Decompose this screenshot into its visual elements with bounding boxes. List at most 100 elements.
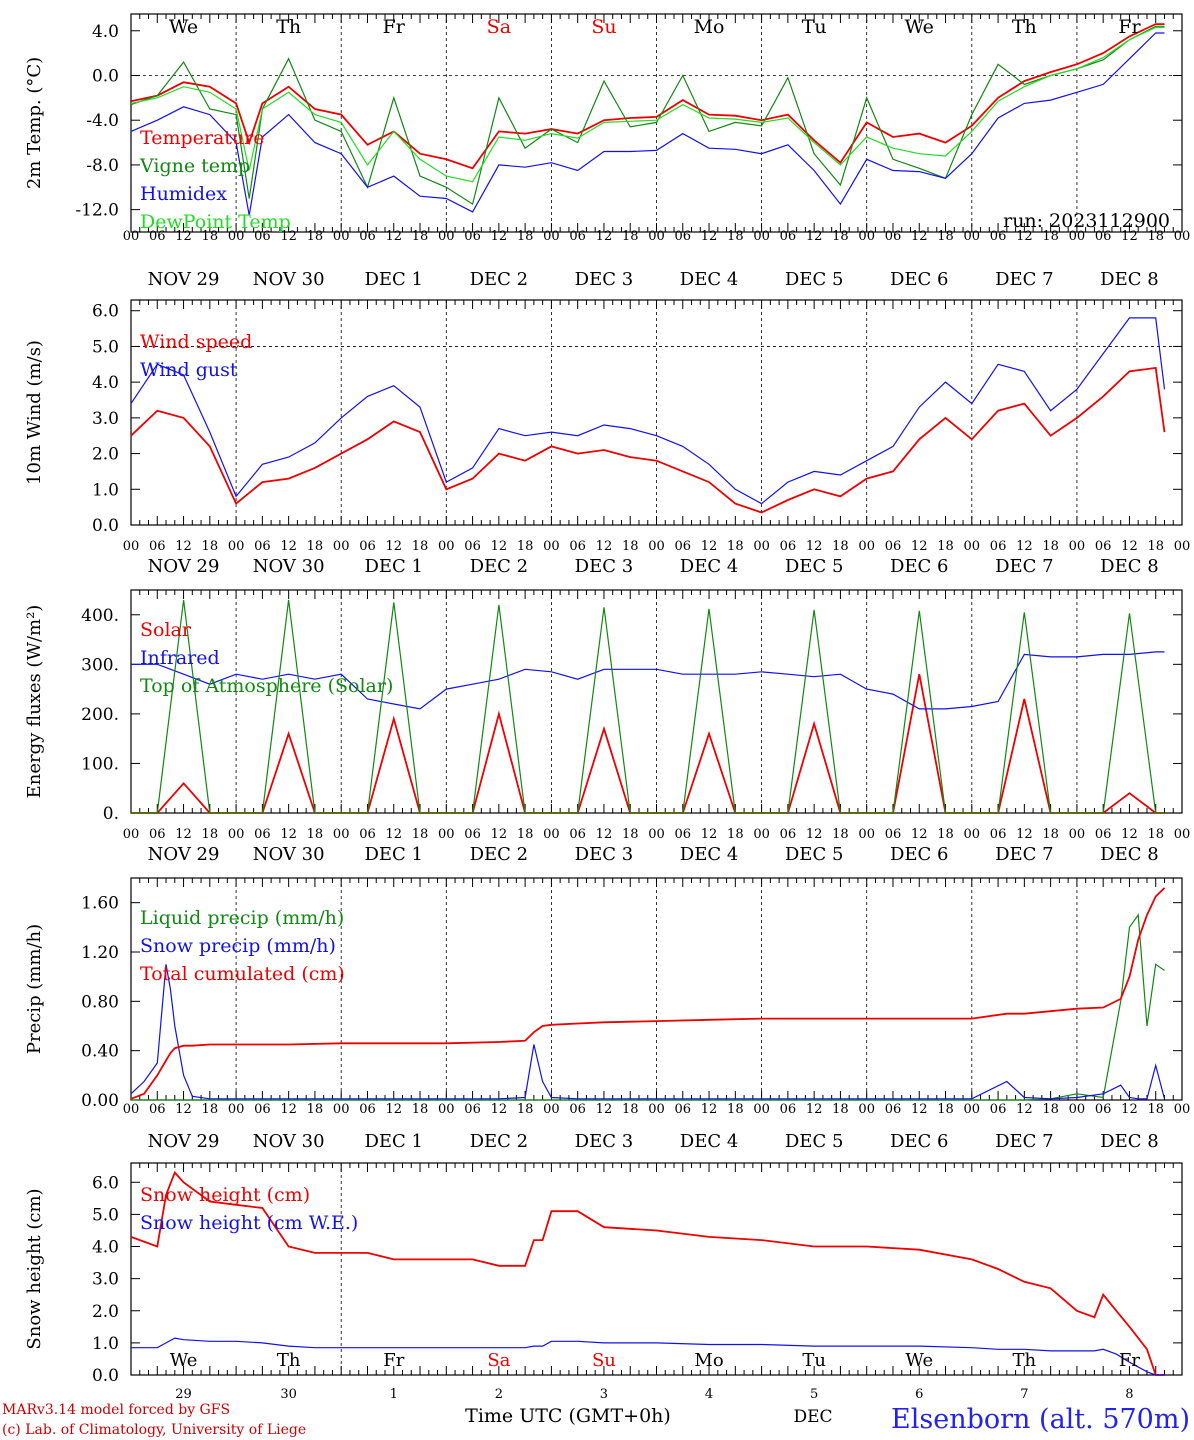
weekday-label: We	[170, 1350, 198, 1371]
y-tick-label: 5.0	[92, 337, 119, 357]
legend-entry: Top of Atmosphere (Solar)	[140, 675, 393, 697]
panel-3: 0. 100. 200. 300. 400. Energy fluxes (W/m²) So…	[24, 589, 1190, 865]
hour-tick-label: 00	[1069, 827, 1086, 842]
hour-tick-label: 12	[175, 229, 192, 244]
hour-tick-label: 18	[622, 539, 639, 554]
hour-tick-label: 06	[149, 827, 166, 842]
hour-tick-label: 00	[1174, 1102, 1191, 1117]
date-label: DEC 1	[364, 1131, 423, 1152]
date-label: NOV 30	[253, 269, 325, 290]
hour-tick-label: 18	[622, 1102, 639, 1117]
day-number-label: 29	[175, 1387, 192, 1402]
hour-tick-label: 06	[254, 229, 271, 244]
date-label: DEC 6	[890, 1131, 949, 1152]
y-axis-title: 2m Temp. (°C)	[24, 57, 45, 189]
weekday-label: Su	[592, 1350, 616, 1371]
hour-tick-label: 06	[990, 229, 1007, 244]
date-label: DEC 7	[995, 269, 1054, 290]
y-tick-label: 400.	[81, 606, 119, 626]
hour-tick-label: 06	[885, 827, 902, 842]
weekday-label: Fr	[383, 1350, 404, 1371]
date-label: NOV 29	[148, 844, 220, 865]
hour-tick-label: 18	[622, 827, 639, 842]
hour-tick-label: 00	[753, 827, 770, 842]
hour-tick-label: 12	[1121, 1102, 1138, 1117]
date-label: NOV 30	[253, 844, 325, 865]
hour-tick-label: 06	[780, 229, 797, 244]
day-number-label: 30	[280, 1387, 297, 1402]
y-tick-label: 1.60	[81, 894, 119, 914]
hour-tick-label: 00	[753, 539, 770, 554]
hour-tick-label: 12	[280, 539, 297, 554]
legend-entry: Snow height (cm W.E.)	[140, 1212, 358, 1234]
panel-2: 0.0 1.0 2.0 3.0 4.0 5.0 6.0 10m Wind (m/s) Wind …	[24, 299, 1191, 577]
series-line-wind-gust	[130, 317, 1166, 505]
hour-tick-label: 12	[280, 1102, 297, 1117]
legend-entry: Snow precip (mm/h)	[140, 935, 336, 957]
hour-tick-label: 06	[254, 539, 271, 554]
hour-tick-label: 12	[806, 539, 823, 554]
day-number-label: 4	[705, 1387, 713, 1402]
weekday-label: Fr	[1118, 16, 1141, 38]
x-axis-title: Time UTC (GMT+0h)	[465, 1405, 671, 1427]
date-label: DEC 4	[680, 844, 739, 865]
date-label: DEC 3	[575, 844, 634, 865]
hour-tick-label: 12	[385, 539, 402, 554]
hour-tick-label: 18	[1147, 1102, 1164, 1117]
hour-tick-label: 06	[569, 539, 586, 554]
hour-tick-label: 06	[780, 539, 797, 554]
hour-tick-label: 18	[937, 229, 954, 244]
hour-tick-label: 00	[333, 229, 350, 244]
hour-tick-label: 06	[464, 229, 481, 244]
hour-tick-label: 18	[202, 1102, 219, 1117]
hour-tick-label: 00	[964, 1102, 981, 1117]
hour-tick-label: 18	[832, 539, 849, 554]
hour-tick-label: 00	[648, 539, 665, 554]
weekday-label: We	[169, 16, 198, 38]
hour-tick-label: 18	[622, 229, 639, 244]
y-tick-label: 1.0	[92, 1334, 119, 1354]
date-label: DEC 4	[680, 1131, 739, 1152]
hour-tick-label: 06	[885, 1102, 902, 1117]
hour-tick-label: 06	[359, 539, 376, 554]
y-tick-label: 2.0	[92, 1302, 119, 1322]
hour-tick-label: 18	[202, 539, 219, 554]
series-line-snow-height-cm	[130, 1170, 1165, 1376]
hour-tick-label: 12	[491, 539, 508, 554]
y-tick-label: 4.0	[92, 1238, 119, 1258]
hour-tick-label: 18	[727, 1102, 744, 1117]
hour-tick-label: 18	[727, 827, 744, 842]
legend-entry: Humidex	[140, 183, 227, 205]
y-axis-title: Energy fluxes (W/m²)	[24, 605, 45, 799]
series-line-dewpoint-temp	[130, 26, 1165, 183]
hour-tick-label: 00	[228, 1102, 245, 1117]
series-line-total-cumulated-cm	[130, 887, 1166, 1100]
hour-tick-label: 12	[701, 1102, 718, 1117]
date-label: DEC 4	[680, 556, 739, 577]
hour-tick-label: 06	[780, 827, 797, 842]
hour-tick-label: 00	[858, 1102, 875, 1117]
hour-tick-label: 18	[412, 229, 429, 244]
station-label: Elsenborn (alt. 570m)	[891, 1404, 1190, 1435]
hour-tick-label: 12	[175, 539, 192, 554]
hour-tick-label: 00	[648, 229, 665, 244]
hour-tick-label: 18	[412, 1102, 429, 1117]
hour-tick-label: 00	[1174, 539, 1191, 554]
hour-tick-label: 18	[1042, 229, 1059, 244]
date-label: DEC 7	[995, 844, 1054, 865]
hour-tick-label: 06	[675, 539, 692, 554]
hour-tick-label: 06	[675, 1102, 692, 1117]
weekday-label: Su	[591, 16, 616, 38]
run-label: run: 2023112900	[1003, 210, 1170, 232]
hour-tick-label: 00	[753, 229, 770, 244]
hour-tick-label: 18	[412, 827, 429, 842]
hour-tick-label: 12	[1121, 827, 1138, 842]
date-label: DEC 2	[470, 1131, 529, 1152]
y-tick-label: 200.	[81, 705, 119, 725]
date-label: DEC 5	[785, 1131, 844, 1152]
legend-entry: Infrared	[140, 647, 220, 669]
hour-tick-label: 06	[990, 539, 1007, 554]
hour-tick-label: 18	[727, 229, 744, 244]
hour-tick-label: 18	[517, 539, 534, 554]
date-label: DEC 5	[785, 556, 844, 577]
